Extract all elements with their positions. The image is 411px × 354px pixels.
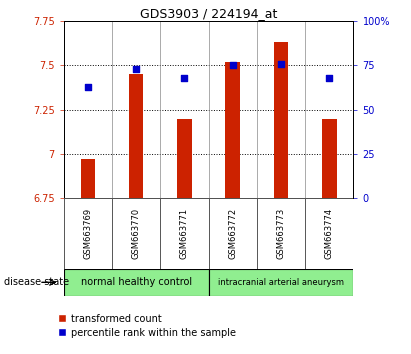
Text: GSM663773: GSM663773 [277,208,286,259]
Point [181,75,188,81]
Text: GSM663774: GSM663774 [325,208,334,259]
Point [229,63,236,68]
Bar [209,269,353,296]
Bar [177,119,192,198]
Legend: transformed count, percentile rank within the sample: transformed count, percentile rank withi… [54,310,240,342]
Point [278,61,284,67]
Point [326,75,332,81]
Text: normal healthy control: normal healthy control [81,277,192,287]
Point [133,66,139,72]
Bar [64,269,208,296]
Bar [274,42,288,198]
Bar [322,119,337,198]
Bar [129,74,143,198]
Title: GDS3903 / 224194_at: GDS3903 / 224194_at [140,7,277,20]
Text: GSM663772: GSM663772 [228,208,237,259]
Text: GSM663770: GSM663770 [132,208,141,259]
Point [85,84,91,90]
Text: intracranial arterial aneurysm: intracranial arterial aneurysm [218,278,344,287]
Text: GSM663771: GSM663771 [180,208,189,259]
Text: disease state: disease state [4,277,69,287]
Bar [81,159,95,198]
Text: GSM663769: GSM663769 [83,208,92,259]
Bar [226,62,240,198]
